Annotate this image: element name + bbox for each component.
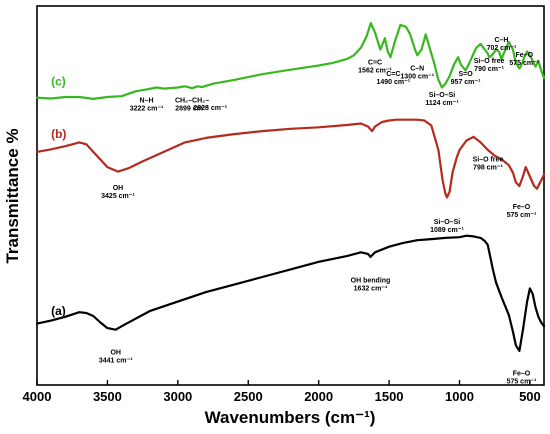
peak-annotation: Si–O–Si 1124 cm⁻¹ [425, 92, 459, 107]
annotation-line: N–H [140, 98, 154, 105]
annotation-line: OH [110, 350, 121, 357]
annotation-line: 2899 cm⁻¹ [175, 106, 209, 113]
peak-annotation: N–H 3222 cm⁻¹ [130, 98, 164, 113]
annotation-line: Fe–O [513, 371, 531, 378]
x-axis-title: Wavenumbers (cm⁻¹) [205, 408, 376, 427]
annotation-line: CH₂–CH₂– [175, 98, 209, 105]
annotation-line: 3441 cm⁻¹ [99, 358, 133, 365]
annotation-line: 798 cm⁻¹ [473, 164, 503, 171]
annotation-line: Si–O–Si [429, 92, 456, 99]
series-label-2: (c) [51, 75, 66, 89]
annotation-line: 1562 cm⁻¹ [358, 68, 392, 75]
y-axis-title: Transmittance % [3, 128, 22, 263]
annotation-line: 1300 cm⁻¹ [400, 73, 434, 80]
annotation-line: Si–O–Si [434, 219, 461, 226]
peak-annotation: C–N 1300 cm⁻¹ [400, 65, 434, 80]
peak-annotation: OH 3425 cm⁻¹ [101, 185, 135, 200]
annotation-line: Fe–O [516, 52, 534, 59]
peak-annotations: OH 3441 cm⁻¹OH bending 1632 cm⁻¹Fe–O 575 cm… [99, 37, 540, 386]
annotation-line: Si–O free [473, 156, 504, 163]
series-label-0: (a) [51, 304, 66, 318]
annotation-line: OH [113, 185, 124, 192]
peak-annotation: Si–O free 798 cm⁻¹ [473, 156, 504, 171]
peak-annotation: C–H 702 cm⁻¹ [487, 37, 517, 52]
x-tick-label: 1500 [375, 389, 404, 404]
annotation-line: 702 cm⁻¹ [487, 45, 517, 52]
annotation-line: 3425 cm⁻¹ [101, 193, 135, 200]
annotation-line: Si–O free [474, 58, 505, 65]
x-tick-label: 2000 [304, 389, 333, 404]
annotation-line: 575 cm⁻¹ [507, 379, 537, 386]
annotation-line: 1089 cm⁻¹ [430, 227, 464, 234]
peak-annotation: Si–O–Si 1089 cm⁻¹ [430, 219, 464, 234]
series-labels: (a) (b) (c) [51, 75, 66, 318]
peak-annotation: Fe–O 575 cm⁻¹ [509, 52, 539, 67]
plot-frame [36, 5, 545, 386]
annotation-line: OH bending [351, 278, 391, 285]
annotation-line: 3222 cm⁻¹ [130, 106, 164, 113]
peak-annotation: S=O 957 cm⁻¹ [451, 71, 481, 86]
peak-annotation: Fe–O 575 cm⁻¹ [507, 204, 537, 219]
peak-annotation: C=C 1490 cm⁻¹ [376, 71, 410, 86]
x-tick-label: 2500 [234, 389, 263, 404]
annotation-line: C–N [410, 65, 424, 72]
annotation-line: C=C [386, 71, 400, 78]
annotation-line: S=O [458, 71, 473, 78]
peak-annotation: OH bending 1632 cm⁻¹ [351, 278, 391, 293]
annotation-line: 1124 cm⁻¹ [425, 100, 459, 107]
series-line-1 [35, 118, 546, 199]
annotation-line: C=C [368, 60, 382, 67]
series-line-2 [35, 22, 546, 101]
series-label-1: (b) [51, 127, 66, 141]
peak-annotation: 2828 cm⁻¹ [193, 105, 227, 112]
annotation-line: Fe–O [513, 204, 531, 211]
peak-annotation: Si–O free 790 cm⁻¹ [474, 58, 505, 73]
annotation-line: C–H [494, 37, 508, 44]
annotation-line: 1632 cm⁻¹ [354, 286, 388, 293]
annotation-line: 790 cm⁻¹ [474, 66, 504, 73]
x-tick-label: 500 [519, 389, 541, 404]
annotation-line: 575 cm⁻¹ [507, 212, 537, 219]
x-tick-label: 3000 [163, 389, 192, 404]
peak-annotation: CH₂–CH₂– 2899 cm⁻¹ [175, 98, 210, 113]
peak-annotation: Fe–O 575 cm⁻¹ [507, 371, 537, 386]
peak-annotation: C=C 1562 cm⁻¹ [358, 60, 392, 75]
x-axis-ticks: 4000 3500 3000 2500 2000 1500 1000 500 [23, 380, 541, 404]
series-layer [35, 22, 546, 352]
series-line-0 [35, 234, 546, 352]
annotation-line: 2828 cm⁻¹ [193, 105, 227, 112]
annotation-line: 957 cm⁻¹ [451, 79, 481, 86]
x-tick-label: 1000 [445, 389, 474, 404]
annotation-line: 575 cm⁻¹ [509, 60, 539, 67]
x-tick-label: 3500 [93, 389, 122, 404]
x-tick-label: 4000 [23, 389, 52, 404]
annotation-line: 1490 cm⁻¹ [376, 79, 410, 86]
peak-annotation: OH 3441 cm⁻¹ [99, 350, 133, 365]
